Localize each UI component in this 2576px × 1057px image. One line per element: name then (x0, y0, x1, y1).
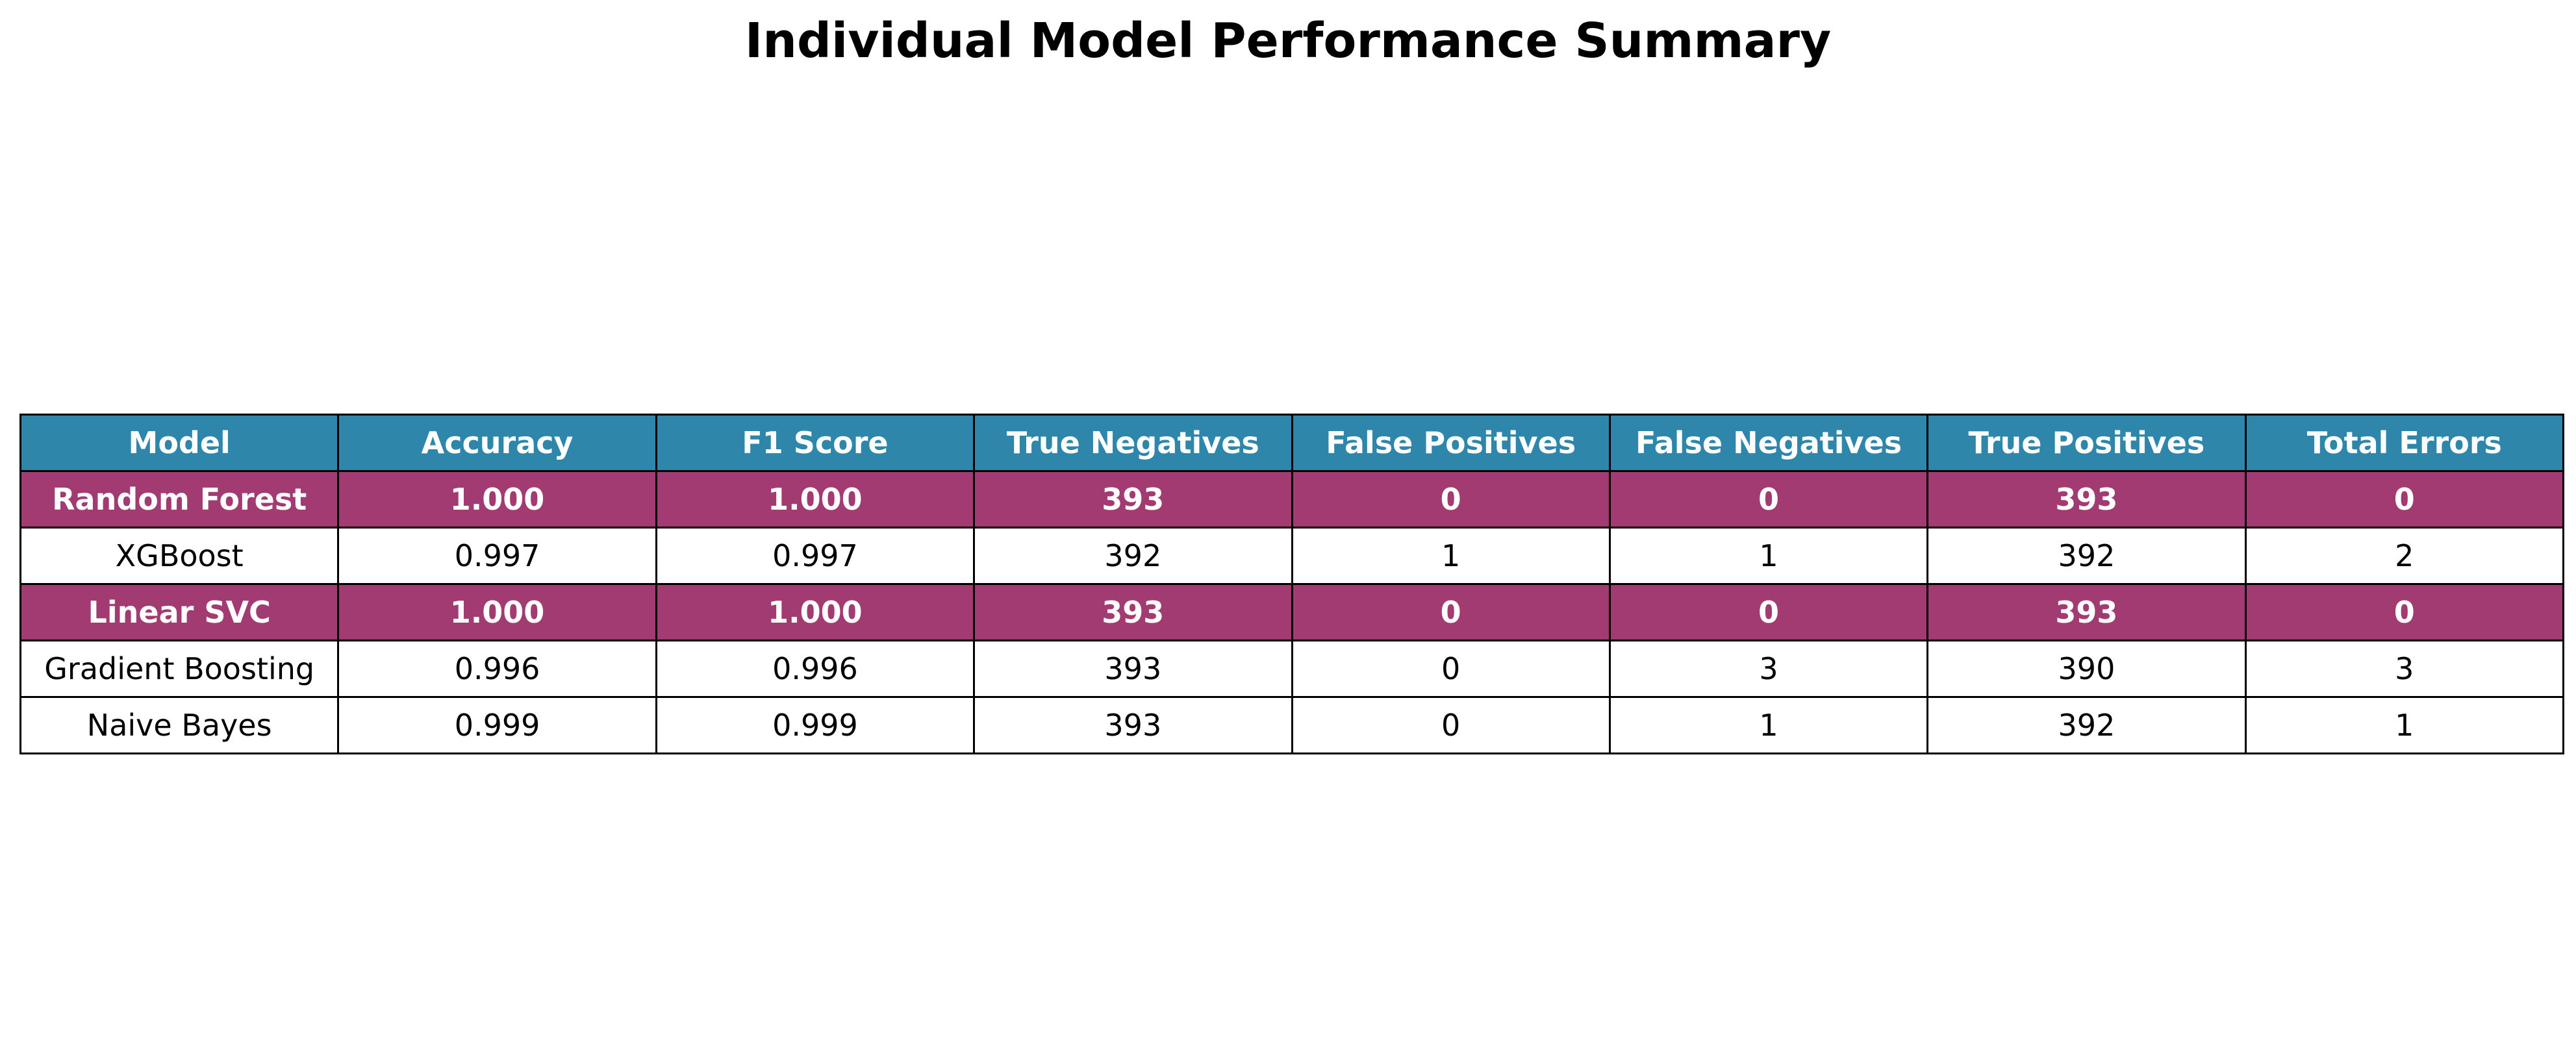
table-cell: Random Forest (19, 470, 340, 528)
column-header: Model (19, 414, 340, 472)
table-row: Linear SVC 1.000 1.000 393 0 0 393 0 (19, 583, 2565, 641)
column-header: Total Errors (2244, 414, 2565, 472)
column-header: True Positives (1926, 414, 2247, 472)
performance-table: Model Accuracy F1 Score True Negatives False… (19, 414, 2565, 754)
column-header: False Negatives (1608, 414, 1929, 472)
table-cell: 1.000 (655, 583, 976, 641)
table-cell: 1 (1291, 527, 1611, 585)
table-cell: 393 (973, 470, 1293, 528)
table-cell: 1.000 (337, 583, 657, 641)
table-cell: 0 (1291, 470, 1611, 528)
table-cell: 393 (1926, 470, 2247, 528)
table-cell: 0 (1608, 470, 1929, 528)
column-header: True Negatives (973, 414, 1293, 472)
table-cell: 3 (1608, 640, 1929, 698)
table-cell: 0 (1608, 583, 1929, 641)
table-title: Individual Model Performance Summary (744, 13, 1832, 69)
table-cell: 0 (1291, 696, 1611, 754)
table-cell: Linear SVC (19, 583, 340, 641)
table-cell: 0 (2244, 470, 2565, 528)
table-cell: 393 (1926, 583, 2247, 641)
table-cell: 3 (2244, 640, 2565, 698)
table-row: Gradient Boosting 0.996 0.996 393 0 3 390 3 (19, 640, 2565, 698)
table-cell: 393 (973, 696, 1293, 754)
header-row: Model Accuracy F1 Score True Negatives False… (19, 414, 2565, 472)
table-cell: 393 (973, 640, 1293, 698)
table-cell: 1.000 (655, 470, 976, 528)
column-header: False Positives (1291, 414, 1611, 472)
table-cell: 0 (1291, 583, 1611, 641)
table-cell: 392 (1926, 527, 2247, 585)
table-cell: XGBoost (19, 527, 340, 585)
table-cell: 0.996 (337, 640, 657, 698)
table-cell: 1 (1608, 696, 1929, 754)
table-cell: 1 (1608, 527, 1929, 585)
table-cell: 390 (1926, 640, 2247, 698)
table-row: Random Forest 1.000 1.000 393 0 0 393 0 (19, 470, 2565, 528)
table-cell: 0.999 (655, 696, 976, 754)
table-cell: 1.000 (337, 470, 657, 528)
table-cell: 1 (2244, 696, 2565, 754)
column-header: Accuracy (337, 414, 657, 472)
table-cell: 393 (973, 583, 1293, 641)
table-cell: 0.999 (337, 696, 657, 754)
table-cell: 392 (973, 527, 1293, 585)
table-cell: 2 (2244, 527, 2565, 585)
table-cell: 0.996 (655, 640, 976, 698)
table-cell: 0.997 (337, 527, 657, 585)
table-row: XGBoost 0.997 0.997 392 1 1 392 2 (19, 527, 2565, 585)
table-cell: Naive Bayes (19, 696, 340, 754)
table-cell: 392 (1926, 696, 2247, 754)
table-cell: 0 (2244, 583, 2565, 641)
table-row: Naive Bayes 0.999 0.999 393 0 1 392 1 (19, 696, 2565, 754)
table-cell: 0.997 (655, 527, 976, 585)
column-header: F1 Score (655, 414, 976, 472)
table-body: Random Forest 1.000 1.000 393 0 0 393 0 XGBoost 0… (19, 470, 2565, 754)
table-cell: Gradient Boosting (19, 640, 340, 698)
table-cell: 0 (1291, 640, 1611, 698)
